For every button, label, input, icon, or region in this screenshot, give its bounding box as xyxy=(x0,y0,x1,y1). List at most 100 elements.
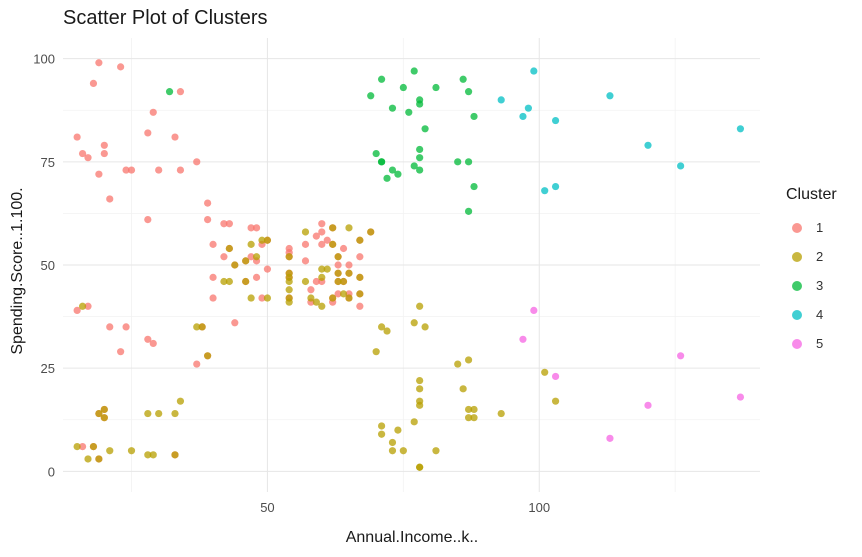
data-point xyxy=(307,294,315,302)
data-point xyxy=(220,220,228,228)
data-point xyxy=(464,405,473,414)
data-point xyxy=(247,294,255,302)
data-point xyxy=(285,269,293,277)
data-point xyxy=(127,166,136,174)
data-points xyxy=(73,59,745,471)
x-tick-labels: 50 100 xyxy=(260,500,550,515)
data-point xyxy=(252,273,261,281)
data-point xyxy=(106,447,114,455)
legend-item: 1 xyxy=(786,213,837,242)
data-point xyxy=(247,253,255,261)
data-point xyxy=(78,149,87,158)
data-point xyxy=(100,405,108,414)
data-point xyxy=(285,277,293,286)
data-point xyxy=(372,149,380,158)
data-point xyxy=(736,393,745,401)
data-point xyxy=(416,385,424,393)
data-point xyxy=(551,116,560,125)
legend-key xyxy=(792,251,802,262)
data-point xyxy=(220,277,228,286)
data-point xyxy=(258,294,266,302)
data-point xyxy=(334,261,342,269)
y-tick-label: 75 xyxy=(41,155,55,170)
data-point xyxy=(285,253,293,261)
data-point xyxy=(356,273,364,281)
x-tick-label: 100 xyxy=(528,500,550,515)
legend-key xyxy=(792,222,802,233)
legend-item: 5 xyxy=(786,329,837,358)
data-point xyxy=(367,92,375,100)
data-point xyxy=(334,253,342,261)
data-point xyxy=(339,290,348,298)
data-point xyxy=(204,199,212,207)
data-point xyxy=(220,253,228,261)
data-point xyxy=(388,447,397,455)
data-point xyxy=(372,348,380,356)
data-point xyxy=(377,75,386,83)
data-point xyxy=(247,224,255,232)
data-point xyxy=(318,228,326,236)
data-point xyxy=(231,319,239,327)
data-point xyxy=(318,220,326,228)
data-point xyxy=(377,323,386,331)
data-point xyxy=(644,401,652,409)
data-point xyxy=(519,335,527,343)
data-point xyxy=(171,133,179,141)
data-point xyxy=(416,154,424,162)
data-point xyxy=(209,240,217,248)
data-point xyxy=(421,323,429,331)
data-point xyxy=(377,158,386,166)
data-point xyxy=(524,104,532,112)
data-point xyxy=(263,236,272,244)
data-point xyxy=(100,141,108,149)
data-point xyxy=(312,298,320,306)
data-point xyxy=(356,290,364,298)
data-point xyxy=(285,286,293,294)
data-point xyxy=(606,92,614,100)
data-point xyxy=(84,154,92,162)
data-point xyxy=(144,335,152,343)
data-point xyxy=(122,166,130,174)
data-point xyxy=(193,158,201,166)
data-point xyxy=(459,385,467,393)
data-point xyxy=(416,100,424,108)
data-point xyxy=(106,195,114,203)
y-tick-label: 100 xyxy=(33,52,55,67)
data-point xyxy=(345,261,353,269)
data-point xyxy=(78,443,87,451)
data-point xyxy=(377,422,386,430)
data-point xyxy=(410,319,418,327)
legend-label: 5 xyxy=(816,336,824,351)
data-point xyxy=(117,348,125,356)
data-point xyxy=(541,368,549,376)
data-point xyxy=(736,125,745,133)
legend-label: 4 xyxy=(816,307,824,322)
data-point xyxy=(410,67,418,75)
data-point xyxy=(171,409,179,418)
data-point xyxy=(432,447,440,455)
legend-items: 1 2 3 4 5 xyxy=(786,213,837,358)
data-point xyxy=(301,277,310,286)
data-point xyxy=(149,108,157,116)
data-point xyxy=(312,277,320,286)
x-axis-label: Annual.Income..k.. xyxy=(345,529,479,546)
x-tick-label: 50 xyxy=(260,500,274,515)
data-point xyxy=(345,224,353,232)
data-point xyxy=(307,286,315,294)
data-point xyxy=(388,166,397,174)
data-point xyxy=(301,240,310,248)
data-point xyxy=(470,414,478,422)
legend-key xyxy=(792,280,802,291)
data-point xyxy=(106,323,114,331)
data-point xyxy=(84,302,92,310)
data-point xyxy=(334,290,342,298)
data-point xyxy=(410,162,418,170)
data-point xyxy=(204,352,212,360)
data-point xyxy=(394,426,402,434)
data-point xyxy=(339,277,348,286)
data-point xyxy=(416,401,424,409)
data-point xyxy=(551,397,560,405)
data-point xyxy=(176,166,185,174)
legend-key xyxy=(792,309,802,320)
